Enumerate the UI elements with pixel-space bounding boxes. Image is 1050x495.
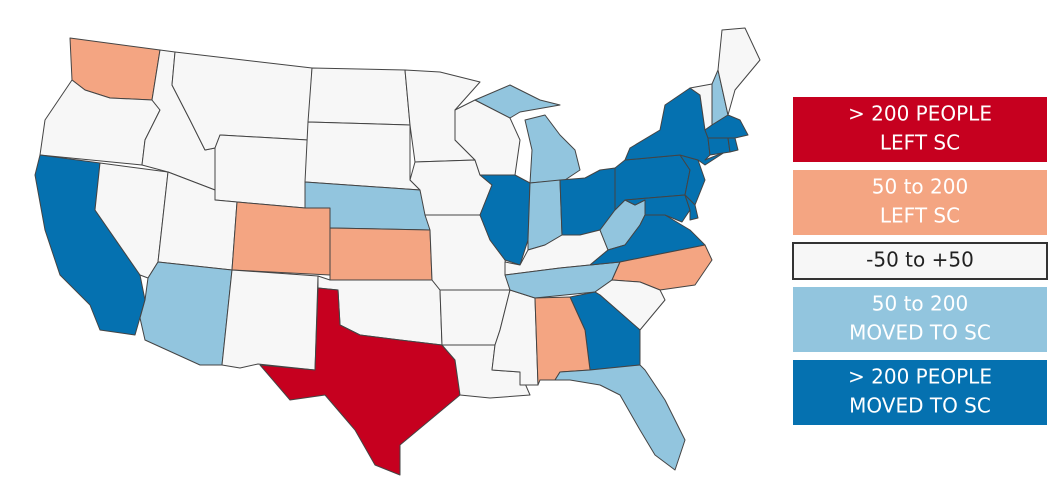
- legend-swatch: [793, 360, 1047, 425]
- legend-label: > 200 PEOPLE: [848, 102, 992, 126]
- legend-label: MOVED TO SC: [849, 321, 991, 345]
- state: [307, 67, 411, 126]
- legend-label: LEFT SC: [880, 131, 960, 155]
- legend-swatch: [793, 287, 1047, 352]
- legend: > 200 PEOPLE LEFT SC 50 to 200 LEFT SC -50 t…: [792, 97, 1048, 425]
- state: [589, 214, 706, 266]
- state: [304, 121, 421, 191]
- state: [539, 364, 686, 471]
- legend-label: MOVED TO SC: [849, 394, 991, 418]
- legend-label: 50 to 200: [872, 292, 968, 316]
- state: [231, 201, 331, 276]
- state: [221, 269, 319, 371]
- state: [707, 137, 731, 156]
- us-map: [34, 27, 761, 476]
- legend-item: -50 to +50: [792, 242, 1048, 280]
- legend-label: -50 to +50: [866, 248, 974, 272]
- state: [329, 227, 433, 281]
- state: [474, 84, 561, 119]
- legend-swatch: [793, 170, 1047, 235]
- state: [214, 134, 309, 209]
- legend-label: 50 to 200: [872, 175, 968, 199]
- state: [479, 174, 531, 266]
- legend-label: > 200 PEOPLE: [848, 365, 992, 389]
- state: [684, 194, 699, 221]
- state: [259, 287, 461, 476]
- legend-item: 50 to 200 MOVED TO SC: [793, 287, 1047, 352]
- state: [139, 261, 233, 366]
- legend-item: > 200 PEOPLE LEFT SC: [793, 97, 1047, 162]
- legend-item: > 200 PEOPLE MOVED TO SC: [793, 360, 1047, 425]
- state: [524, 114, 581, 184]
- legend-item: 50 to 200 LEFT SC: [793, 170, 1047, 235]
- legend-label: LEFT SC: [880, 204, 960, 228]
- legend-swatch: [792, 242, 1048, 280]
- legend-swatch: [793, 97, 1047, 162]
- state: [727, 137, 739, 153]
